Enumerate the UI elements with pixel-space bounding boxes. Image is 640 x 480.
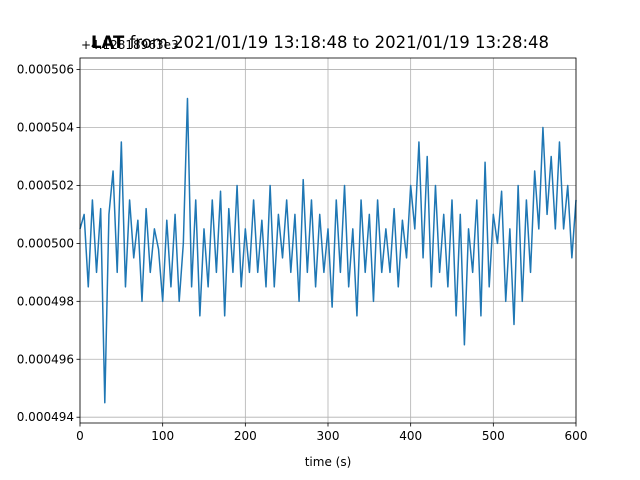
x-tick-label: 100: [151, 429, 174, 443]
y-tick-label: 0.000504: [17, 121, 74, 135]
y-tick-label: 0.000496: [17, 352, 74, 366]
x-axis-label: time (s): [304, 455, 352, 469]
x-tick-label: 300: [317, 429, 340, 443]
y-axis-ticks: 0.000494 0.000496 0.000498 0.000500 0.000502…: [17, 63, 80, 424]
y-axis-offset-label: +4.12818963e3: [81, 38, 179, 52]
x-axis-ticks: 0 100 200 300 400 500 600: [76, 423, 587, 443]
x-tick-label: 200: [234, 429, 257, 443]
chart-title-rest: from 2021/01/19 13:18:48 to 2021/01/19 1…: [124, 33, 550, 52]
x-tick-label: 500: [482, 429, 505, 443]
x-tick-label: 400: [399, 429, 422, 443]
y-tick-label: 0.000500: [17, 236, 74, 250]
chart-title: LAT from 2021/01/19 13:18:48 to 2021/01/…: [0, 33, 640, 52]
x-tick-label: 600: [565, 429, 588, 443]
y-tick-label: 0.000506: [17, 63, 74, 77]
chart-title-bold: LAT: [90, 33, 125, 52]
grid-lines: [79, 58, 577, 423]
y-tick-label: 0.000494: [17, 410, 74, 424]
y-tick-label: 0.000498: [17, 294, 74, 308]
series-line: [79, 97, 577, 404]
series-lat: [79, 97, 577, 404]
y-tick-label: 0.000502: [17, 178, 74, 192]
plot-frame: [79, 57, 577, 424]
x-tick-label: 0: [76, 429, 84, 443]
